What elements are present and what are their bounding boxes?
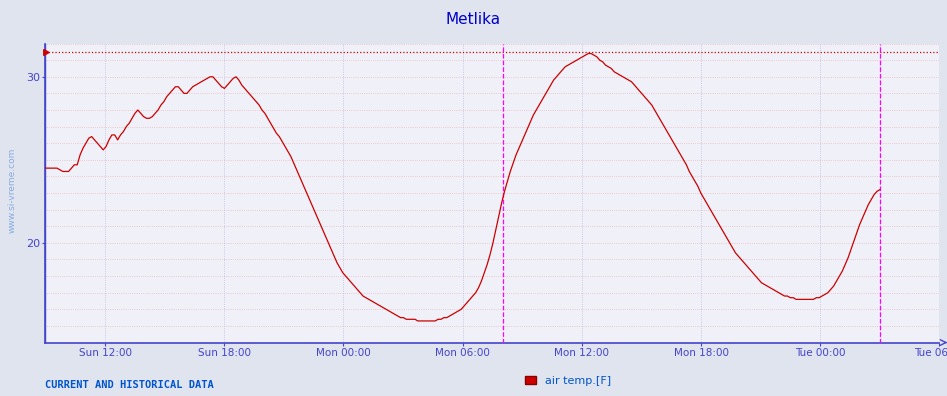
Text: Metlika: Metlika bbox=[446, 12, 501, 27]
Text: www.si-vreme.com: www.si-vreme.com bbox=[8, 147, 17, 233]
Legend: air temp.[F]: air temp.[F] bbox=[521, 371, 616, 390]
Text: CURRENT AND HISTORICAL DATA: CURRENT AND HISTORICAL DATA bbox=[45, 380, 214, 390]
